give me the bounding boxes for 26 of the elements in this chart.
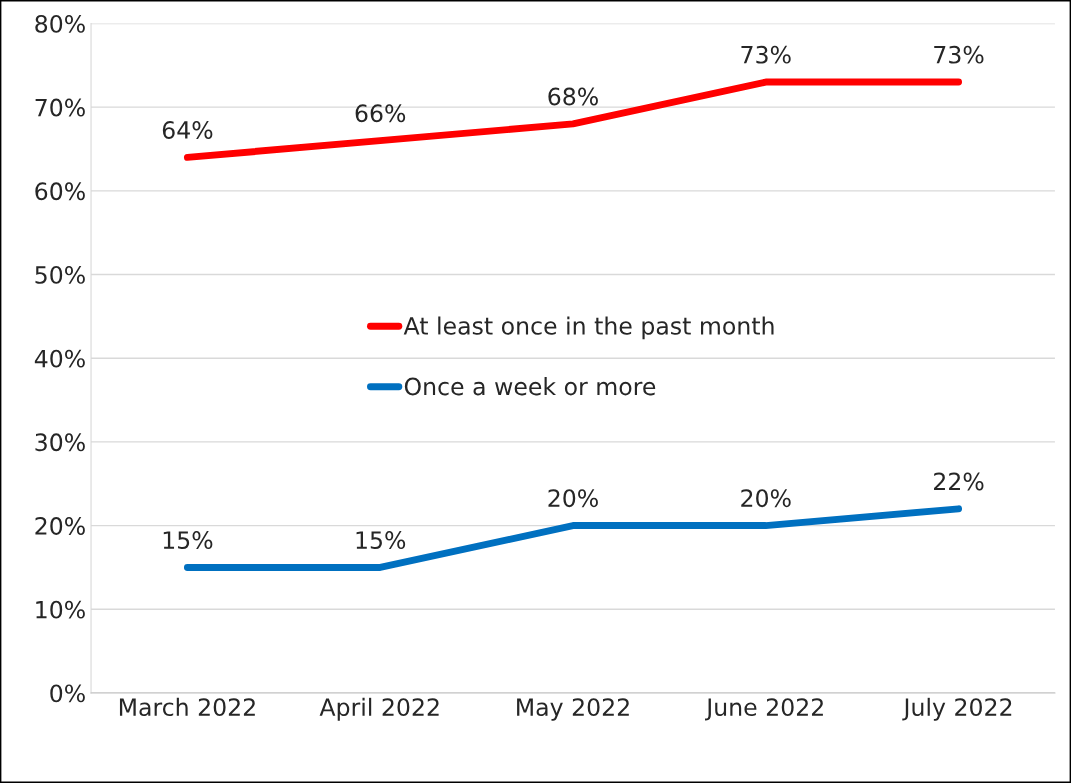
data-label: 68% <box>548 87 598 106</box>
legend-label: Once a week or more <box>404 377 656 396</box>
y-tick-label: 0% <box>50 684 85 703</box>
data-label: 64% <box>162 121 213 139</box>
data-label: 15% <box>163 531 213 549</box>
y-tick-label: 70% <box>35 98 85 117</box>
y-tick-label: 30% <box>35 433 85 452</box>
x-tick-label: March 2022 <box>119 697 255 717</box>
data-label: 15% <box>356 531 406 549</box>
data-label: 20% <box>548 489 598 508</box>
x-tick-label: June 2022 <box>705 698 823 721</box>
x-tick-label: July 2022 <box>902 697 1012 721</box>
data-label: 73% <box>934 45 984 64</box>
y-tick-label: 40% <box>34 349 85 368</box>
x-tick-label: April 2022 <box>319 697 439 721</box>
legend-label: At least once in the past month <box>403 316 774 340</box>
y-tick-label: 20% <box>35 517 85 535</box>
x-tick-label: May 2022 <box>517 698 629 721</box>
y-tick-label: 60% <box>35 182 85 201</box>
y-tick-label: 50% <box>35 265 85 284</box>
y-tick-label: 80% <box>35 14 85 33</box>
data-label: 22% <box>934 472 984 491</box>
data-label: 73% <box>741 45 791 64</box>
data-label: 66% <box>355 104 406 123</box>
data-label: 20% <box>741 489 791 508</box>
y-tick-label: 10% <box>36 600 85 619</box>
